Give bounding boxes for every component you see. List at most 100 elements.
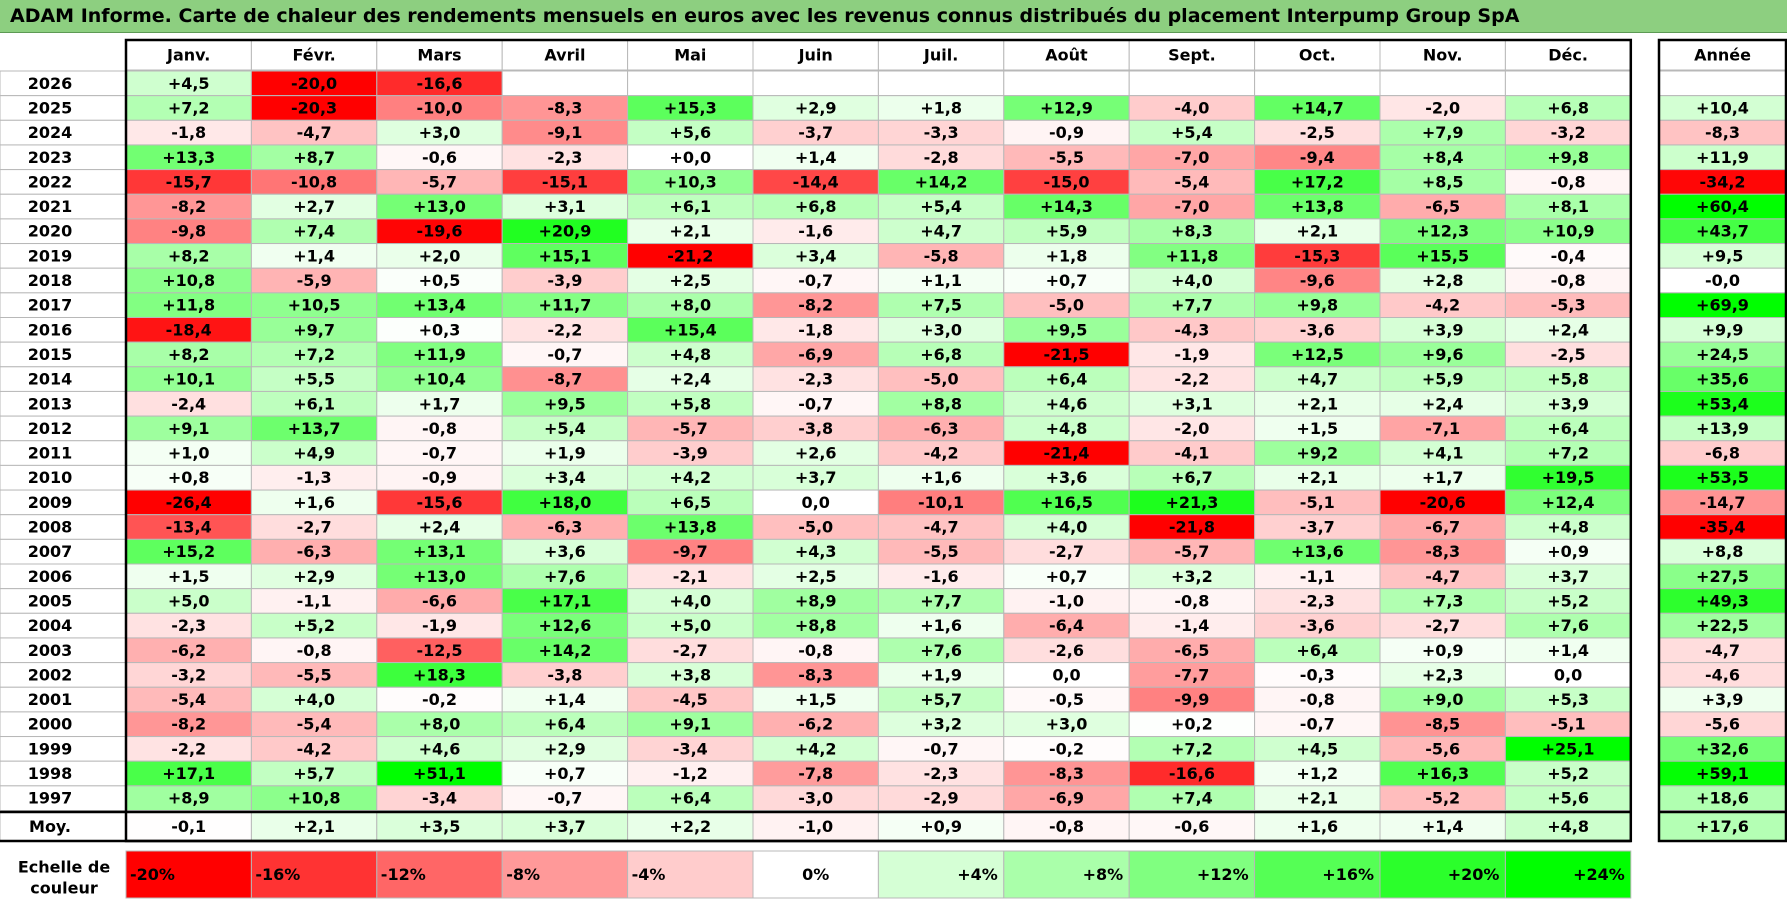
year-label: 2012 bbox=[28, 419, 73, 438]
heatmap-cell-value: -2,5 bbox=[1300, 123, 1335, 142]
heatmap-cell-value: +17,1 bbox=[538, 591, 591, 610]
heatmap-cell bbox=[1003, 464, 1130, 491]
heatmap-cell-value: +16,3 bbox=[1416, 764, 1469, 783]
year-label-cell bbox=[0, 760, 127, 787]
heatmap-cell-value: +4,7 bbox=[920, 222, 962, 241]
color-scale-step-label: -20% bbox=[130, 865, 175, 884]
heatmap-cell bbox=[501, 440, 629, 466]
heatmap-cell-value: +9,1 bbox=[669, 715, 711, 734]
heatmap-cell-value: +6,4 bbox=[669, 789, 711, 808]
heatmap-cell-value: +4,1 bbox=[1422, 444, 1464, 463]
heatmap-cell bbox=[250, 415, 378, 442]
heatmap-cell-value: +3,0 bbox=[419, 123, 461, 142]
heatmap-cell bbox=[1128, 711, 1256, 738]
heatmap-cell-value: +15,1 bbox=[538, 246, 591, 265]
heatmap-cell bbox=[1128, 218, 1256, 245]
heatmap-cell-value: +5,3 bbox=[1547, 690, 1589, 709]
heatmap-cell bbox=[376, 292, 503, 319]
heatmap-cell-value: +12,6 bbox=[538, 616, 591, 635]
heatmap-cell-value: +2,5 bbox=[795, 567, 837, 586]
heatmap-cell-value: -4,5 bbox=[673, 690, 708, 709]
heatmap-cell-value: -6,5 bbox=[1174, 641, 1209, 660]
heatmap-cell-value: +7,7 bbox=[920, 591, 962, 610]
heatmap-cell-value: +10,3 bbox=[664, 172, 717, 191]
heatmap-cell-value: +25,1 bbox=[1542, 739, 1595, 758]
heatmap-cell-value: -16,6 bbox=[1169, 764, 1215, 783]
heatmap-cell bbox=[125, 292, 252, 319]
heatmap-cell-value: +3,9 bbox=[1422, 320, 1464, 339]
heatmap-cell-value: +18,3 bbox=[413, 665, 466, 684]
heatmap-cell bbox=[1504, 317, 1632, 343]
heatmap-cell-value: +7,9 bbox=[1422, 123, 1464, 142]
chart-title: ADAM Informe. Carte de chaleur des rende… bbox=[0, 0, 1787, 33]
heatmap-cell-value: +16,5 bbox=[1040, 493, 1093, 512]
heatmap-cell-value: +7,2 bbox=[293, 345, 335, 364]
heatmap-cell-value: +18,0 bbox=[538, 493, 591, 512]
heatmap-cell-value: +12,9 bbox=[1040, 98, 1093, 117]
heatmap-cell-value: +3,6 bbox=[544, 542, 586, 561]
heatmap-cell bbox=[1254, 144, 1381, 171]
year-label: 2024 bbox=[28, 123, 73, 142]
heatmap-cell-value: -15,7 bbox=[166, 172, 212, 191]
heatmap-cell bbox=[1003, 292, 1130, 319]
heatmap-cell-value: +13,0 bbox=[413, 197, 466, 216]
heatmap-cell bbox=[376, 218, 503, 245]
heatmap-cell-value: -0,6 bbox=[422, 148, 457, 167]
heatmap-cell-value: +8,3 bbox=[1171, 222, 1213, 241]
heatmap-cell bbox=[877, 489, 1005, 516]
heatmap-cell-value: -5,7 bbox=[422, 172, 457, 191]
heatmap-cell bbox=[877, 169, 1005, 195]
heatmap-cell-value: +13,7 bbox=[288, 419, 341, 438]
heatmap-cell-value: +8,4 bbox=[1422, 148, 1464, 167]
heatmap-cell-value: -5,1 bbox=[1551, 715, 1586, 734]
color-scale-swatch bbox=[752, 850, 879, 899]
annual-cell bbox=[1658, 785, 1787, 811]
heatmap-cell-value: +10,4 bbox=[413, 370, 466, 389]
heatmap-cell-value: +3,0 bbox=[920, 320, 962, 339]
color-scale-swatch bbox=[627, 850, 754, 899]
heatmap-cell-value: -0,4 bbox=[1551, 246, 1586, 265]
heatmap-cell-value: +13,6 bbox=[1291, 542, 1344, 561]
heatmap-cell-value: +4,3 bbox=[795, 542, 837, 561]
heatmap-cell bbox=[1379, 489, 1506, 516]
color-scale-step-label: -12% bbox=[381, 865, 426, 884]
heatmap-cell-value: -14,4 bbox=[793, 172, 839, 191]
heatmap-cell bbox=[752, 144, 879, 171]
heatmap-cell-value: -2,7 bbox=[297, 518, 332, 537]
heatmap-cell-value: +17,1 bbox=[162, 764, 215, 783]
heatmap-cell-value: +10,8 bbox=[288, 789, 341, 808]
annual-cell bbox=[1658, 612, 1787, 639]
heatmap-cell-value: -21,4 bbox=[1043, 444, 1089, 463]
color-scale-swatch bbox=[501, 850, 629, 899]
heatmap-cell bbox=[250, 317, 378, 343]
heatmap-cell-value: -8,2 bbox=[798, 296, 833, 315]
heatmap-cell-value: +4,0 bbox=[1046, 518, 1088, 537]
heatmap-cell-value: +6,4 bbox=[1046, 370, 1088, 389]
month-header: Mars bbox=[417, 46, 461, 65]
heatmap-cell-value: +4,0 bbox=[669, 591, 711, 610]
heatmap-cell bbox=[752, 538, 879, 565]
annual-cell bbox=[1658, 736, 1787, 762]
heatmap-cell bbox=[1128, 341, 1256, 368]
heatmap-cell bbox=[627, 119, 754, 146]
year-label: 2019 bbox=[28, 246, 73, 265]
heatmap-cell bbox=[501, 70, 629, 97]
heatmap-cell-value: -5,7 bbox=[1174, 542, 1209, 561]
heatmap-cell bbox=[250, 95, 378, 121]
heatmap-cell bbox=[1504, 193, 1632, 220]
annual-cell-value: +24,5 bbox=[1696, 345, 1749, 364]
heatmap-cell bbox=[1379, 317, 1506, 343]
year-label: 2016 bbox=[28, 320, 73, 339]
heatmap-cell-value: -6,9 bbox=[1049, 789, 1084, 808]
average-label: Moy. bbox=[29, 817, 71, 836]
heatmap-cell-value: +3,6 bbox=[1046, 468, 1088, 487]
heatmap-cell-value: +5,4 bbox=[920, 197, 962, 216]
average-cell bbox=[125, 811, 252, 842]
color-scale-step-label: +20% bbox=[1448, 865, 1500, 884]
heatmap-cell bbox=[376, 366, 503, 392]
year-label-cell bbox=[0, 588, 127, 614]
heatmap-cell bbox=[501, 317, 629, 343]
heatmap-cell-value: -5,3 bbox=[1551, 296, 1586, 315]
heatmap-cell-value: -7,8 bbox=[798, 764, 833, 783]
heatmap-cell bbox=[752, 292, 879, 319]
